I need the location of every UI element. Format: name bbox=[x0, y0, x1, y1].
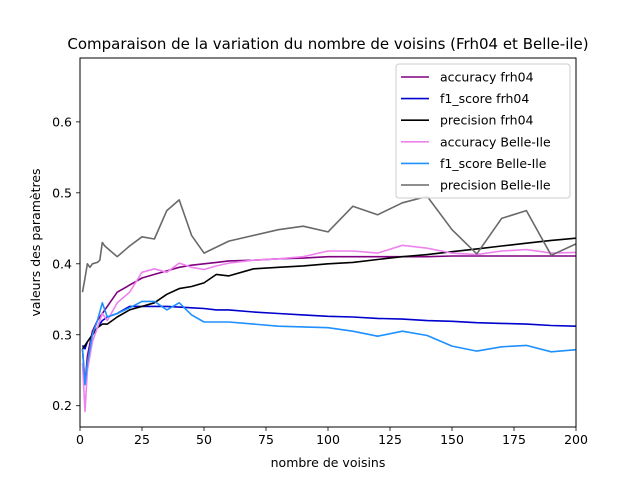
series-line-1 bbox=[81, 255, 576, 386]
x-axis: 0 25 50 75 100 125 150 175 200 bbox=[76, 427, 588, 447]
x-tick-label: 50 bbox=[196, 432, 212, 447]
x-tick-label: 100 bbox=[316, 432, 340, 447]
y-tick-label: 0.3 bbox=[52, 327, 72, 342]
x-tick-label: 125 bbox=[378, 432, 402, 447]
x-tick-label: 25 bbox=[134, 432, 150, 447]
series-line-5 bbox=[81, 300, 577, 386]
legend-label: f1_score Belle-Ile bbox=[440, 156, 547, 171]
x-axis-label: nombre de voisins bbox=[271, 455, 386, 470]
chart-title: Comparaison de la variation du nombre de… bbox=[67, 35, 588, 53]
x-tick-label: 175 bbox=[502, 432, 526, 447]
y-tick-label: 0.4 bbox=[52, 256, 72, 271]
series-line-4 bbox=[81, 244, 577, 413]
plot-lines bbox=[81, 195, 577, 413]
legend-box bbox=[395, 63, 571, 199]
y-tick-label: 0.6 bbox=[52, 114, 72, 129]
x-tick-label: 0 bbox=[76, 432, 84, 447]
y-axis: 0.2 0.3 0.4 0.5 0.6 bbox=[52, 114, 80, 413]
y-axis-label: valeurs des paramètres bbox=[28, 168, 43, 316]
x-tick-label: 150 bbox=[440, 432, 464, 447]
series-line-6 bbox=[81, 195, 577, 293]
legend-label: precision frh04 bbox=[440, 113, 534, 128]
legend-label: f1_score frh04 bbox=[440, 91, 529, 106]
y-tick-label: 0.2 bbox=[52, 398, 72, 413]
y-tick-label: 0.5 bbox=[52, 185, 72, 200]
legend: accuracy frh04 f1_score frh04 precision fr… bbox=[395, 63, 571, 199]
x-tick-label: 75 bbox=[258, 432, 274, 447]
series-line-2 bbox=[81, 305, 577, 350]
legend-label: precision Belle-Ile bbox=[440, 178, 551, 193]
legend-label: accuracy frh04 bbox=[440, 70, 534, 85]
legend-label: accuracy Belle-Ile bbox=[440, 134, 551, 149]
series-line-3 bbox=[81, 237, 577, 350]
x-tick-label: 200 bbox=[564, 432, 588, 447]
